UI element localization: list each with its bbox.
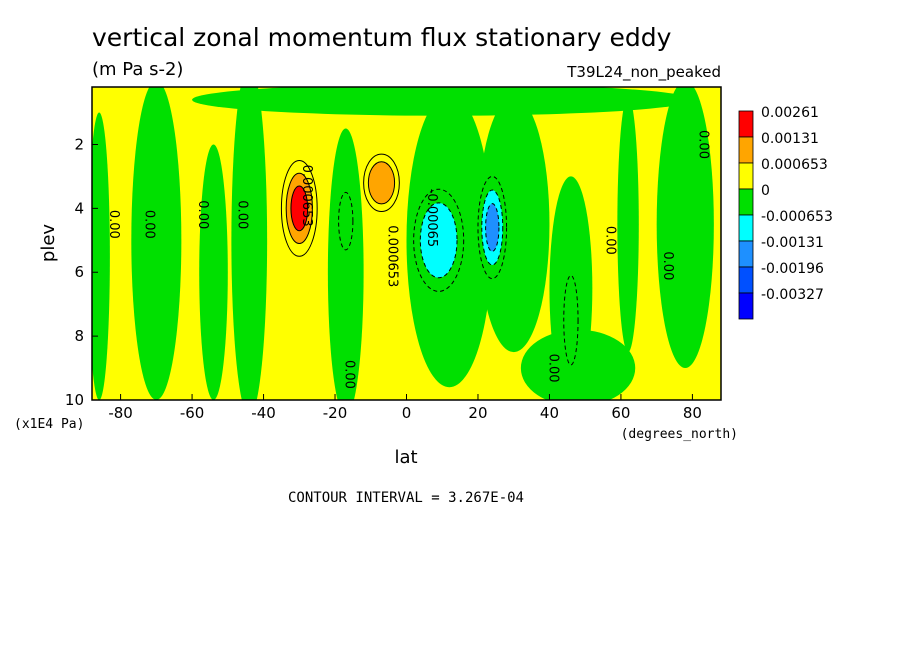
- x-tick-label: 60: [611, 404, 630, 422]
- contour-band-negative: [563, 275, 579, 365]
- legend-label: 0.00131: [761, 131, 819, 147]
- legend-label: -0.000653: [761, 209, 833, 225]
- y-tick-label: 6: [74, 263, 84, 281]
- contour-band-negative-weak: [131, 87, 182, 400]
- contour-line: [481, 189, 504, 266]
- contour-band-negative-weak: [327, 128, 364, 400]
- x-tick-label: -40: [251, 404, 276, 422]
- plot-area: 0.00 0.00 0.00 0.00 0.000653 0.00 0.000653 -0.0…: [65, 86, 722, 422]
- x-tick-label: 20: [468, 404, 487, 422]
- contour-label: 0.000653: [385, 225, 400, 287]
- contour-label: 0.00: [342, 360, 357, 389]
- legend-label: 0: [761, 183, 770, 199]
- x-tick-label: 0: [402, 404, 412, 422]
- contour-band-negative-weak: [199, 144, 228, 400]
- legend-swatch: [738, 162, 754, 190]
- legend-swatch: [738, 110, 754, 138]
- x-tick-label: -80: [108, 404, 133, 422]
- legend-label: 0.000653: [761, 157, 828, 173]
- contour-band-negative-weak: [617, 96, 639, 353]
- y-axis: 2 4 6 8 10: [65, 135, 98, 409]
- contour-label: 0.000653: [299, 165, 314, 227]
- x-tick-label: -20: [323, 404, 348, 422]
- contour-line: [413, 188, 465, 292]
- contour-label: 0.00: [106, 210, 121, 239]
- contour-band-negative-weak: [520, 329, 636, 400]
- chart-title: vertical zonal momentum flux stationary …: [92, 23, 672, 52]
- x-tick-label: 80: [683, 404, 702, 422]
- legend-label: -0.00327: [761, 287, 824, 303]
- legend-swatch: [738, 188, 754, 216]
- y-units: (x1E4 Pa): [14, 417, 84, 432]
- contour-line: [280, 159, 318, 257]
- contour-line: [290, 185, 309, 232]
- contour-line: [363, 153, 400, 213]
- contour-line: [367, 161, 396, 205]
- contour-band-negative-weak: [92, 112, 110, 400]
- contour-label: 0.00: [660, 251, 675, 280]
- contour-line: [477, 175, 508, 280]
- contour-label: 0.00: [195, 200, 210, 229]
- contour-line: [285, 172, 313, 244]
- contour-label: -0.00065: [424, 189, 439, 247]
- contour-band-negative: [485, 203, 499, 252]
- contour-interval: CONTOUR INTERVAL = 3.267E-04: [288, 490, 524, 506]
- x-units: (degrees_north): [621, 427, 738, 442]
- contour-band-positive: [368, 161, 395, 204]
- x-axis-label: lat: [394, 447, 417, 468]
- contour-labels: 0.00 0.00 0.00 0.00 0.000653 0.00 0.000653 -0.0…: [106, 130, 711, 389]
- x-axis: -80 -60 -40 -20 0 20 40 60 80: [108, 394, 702, 422]
- contour-fills: [92, 87, 714, 400]
- legend-swatch: [738, 136, 754, 164]
- contour-line: [485, 203, 500, 252]
- chart-subtitle: (m Pa s-2): [92, 59, 183, 80]
- y-tick-label: 8: [74, 327, 84, 345]
- legend: 0.00261 0.00131 0.000653 0 -0.000653 -0.00131…: [738, 105, 833, 320]
- contour-band-negative-weak: [192, 87, 693, 116]
- contour-band-negative-weak: [231, 87, 268, 400]
- contour-label: 0.00: [696, 130, 711, 159]
- legend-swatch: [738, 214, 754, 242]
- contour-label: 0.00: [142, 210, 157, 239]
- contour-line: [419, 202, 458, 279]
- legend-swatch: [738, 240, 754, 268]
- contour-line: [338, 191, 354, 251]
- contour-band-negative: [420, 202, 458, 278]
- contour-band-negative-weak: [477, 96, 550, 353]
- legend-label: -0.00131: [761, 235, 824, 251]
- contour-label: 0.00: [603, 226, 618, 255]
- run-label: T39L24_non_peaked: [566, 63, 721, 82]
- legend-swatch: [738, 266, 754, 294]
- contour-band-negative-weak: [656, 87, 714, 369]
- x-tick-label: -60: [180, 404, 205, 422]
- contour-lines: [280, 153, 579, 366]
- x-tick-label: 40: [540, 404, 559, 422]
- contour-band-negative: [338, 192, 353, 250]
- y-tick-label: 10: [65, 391, 84, 409]
- legend-label: -0.00196: [761, 261, 824, 277]
- y-tick-label: 2: [74, 135, 84, 153]
- contour-line: [563, 274, 579, 366]
- y-tick-label: 4: [74, 199, 84, 217]
- contour-band-positive: [290, 186, 308, 231]
- legend-swatch: [738, 292, 754, 320]
- contour-label: 0.00: [235, 200, 250, 229]
- legend-label: 0.00261: [761, 105, 819, 121]
- contour-label: 0.00: [545, 354, 560, 383]
- y-axis-label: plev: [38, 224, 59, 263]
